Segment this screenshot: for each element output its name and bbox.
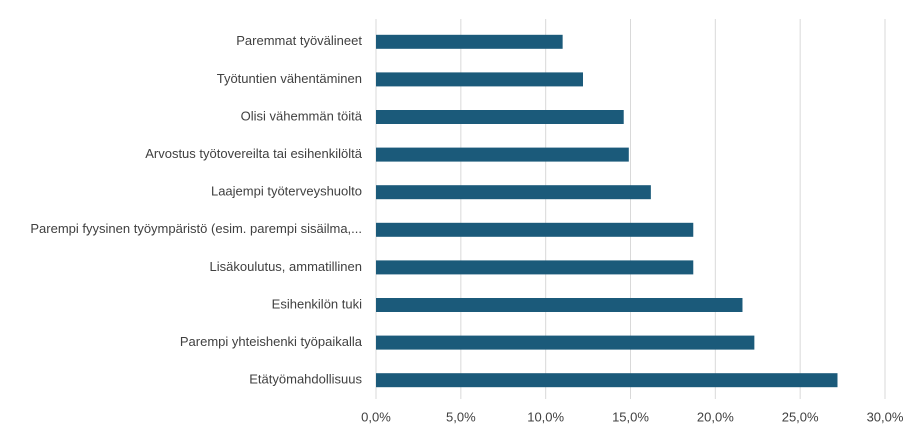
x-tick-label: 15,0% — [612, 409, 649, 424]
bar — [376, 222, 694, 237]
x-tick-label: 25,0% — [782, 409, 819, 424]
y-tick-label: Parempi fyysinen työympäristö (esim. par… — [30, 221, 362, 236]
bar — [376, 335, 755, 350]
y-tick-label: Olisi vähemmän töitä — [241, 108, 363, 123]
x-tick-label: 20,0% — [697, 409, 734, 424]
y-tick-label: Työtuntien vähentäminen — [217, 71, 362, 86]
bar — [376, 373, 838, 388]
y-tick-label: Laajempi työterveyshuolto — [211, 184, 362, 199]
bar — [376, 72, 583, 87]
y-tick-label: Etätyömahdollisuus — [249, 372, 362, 387]
x-tick-label: 30,0% — [867, 409, 904, 424]
bar — [376, 298, 743, 312]
y-tick-label: Parempi yhteishenki työpaikalla — [180, 334, 363, 349]
y-tick-label: Lisäkoulutus, ammatillinen — [210, 259, 362, 274]
bar — [376, 260, 694, 275]
bar — [376, 147, 629, 162]
x-tick-label: 5,0% — [446, 409, 476, 424]
x-tick-label: 10,0% — [527, 409, 564, 424]
x-tick-label: 0,0% — [361, 409, 391, 424]
y-tick-label: Paremmat työvälineet — [236, 33, 362, 48]
bar — [376, 110, 624, 124]
bar — [376, 185, 651, 200]
bar — [376, 34, 563, 49]
y-tick-label: Esihenkilön tuki — [272, 296, 362, 311]
y-tick-label: Arvostus työtovereilta tai esihenkilöltä — [145, 146, 363, 161]
